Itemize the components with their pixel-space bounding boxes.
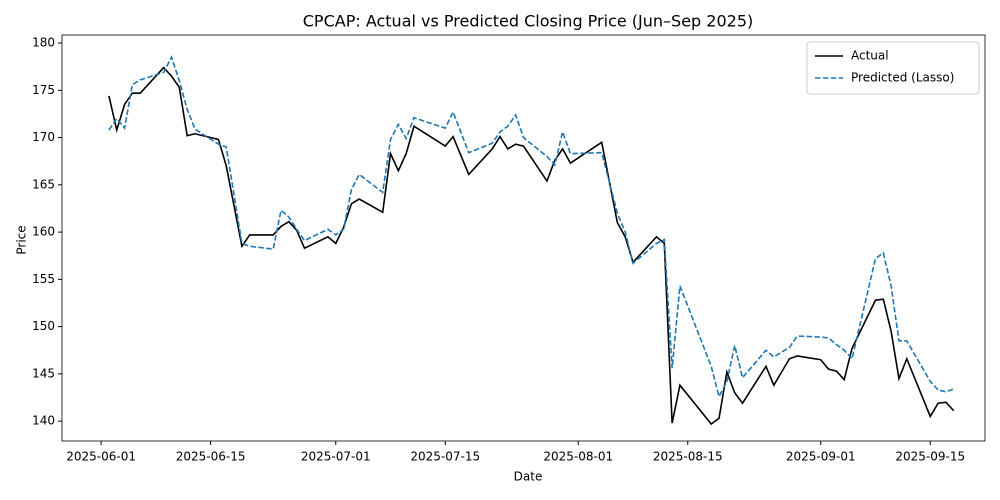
y-tick-label: 165 (32, 177, 55, 191)
y-tick-label: 155 (32, 272, 55, 286)
y-tick-label: 140 (32, 414, 55, 428)
y-tick-label: 170 (32, 130, 55, 144)
y-axis-label: Price (15, 225, 29, 254)
x-axis-label: Date (514, 470, 543, 484)
x-tick-label: 2025-06-01 (66, 450, 136, 464)
series-line (108, 55, 954, 399)
y-tick-label: 145 (32, 366, 55, 380)
series-line (108, 66, 955, 426)
chart-title: CPCAP: Actual vs Predicted Closing Price… (303, 12, 754, 31)
y-tick-label: 175 (32, 83, 55, 97)
x-tick-label: 2025-08-01 (543, 450, 613, 464)
legend-box (806, 41, 980, 95)
x-tick-label: 2025-08-15 (653, 450, 723, 464)
y-tick-label: 180 (32, 36, 55, 50)
x-tick-label: 2025-07-15 (410, 450, 480, 464)
x-tick-label: 2025-09-15 (895, 450, 965, 464)
y-tick-label: 160 (32, 225, 55, 239)
x-tick-label: 2025-06-15 (176, 450, 246, 464)
legend-label: Predicted (Lasso) (851, 71, 954, 85)
x-tick-label: 2025-09-01 (786, 450, 856, 464)
x-tick-label: 2025-07-01 (301, 450, 371, 464)
legend-label: Actual (851, 49, 889, 63)
y-tick-label: 150 (32, 319, 55, 333)
plot-frame (61, 34, 986, 442)
